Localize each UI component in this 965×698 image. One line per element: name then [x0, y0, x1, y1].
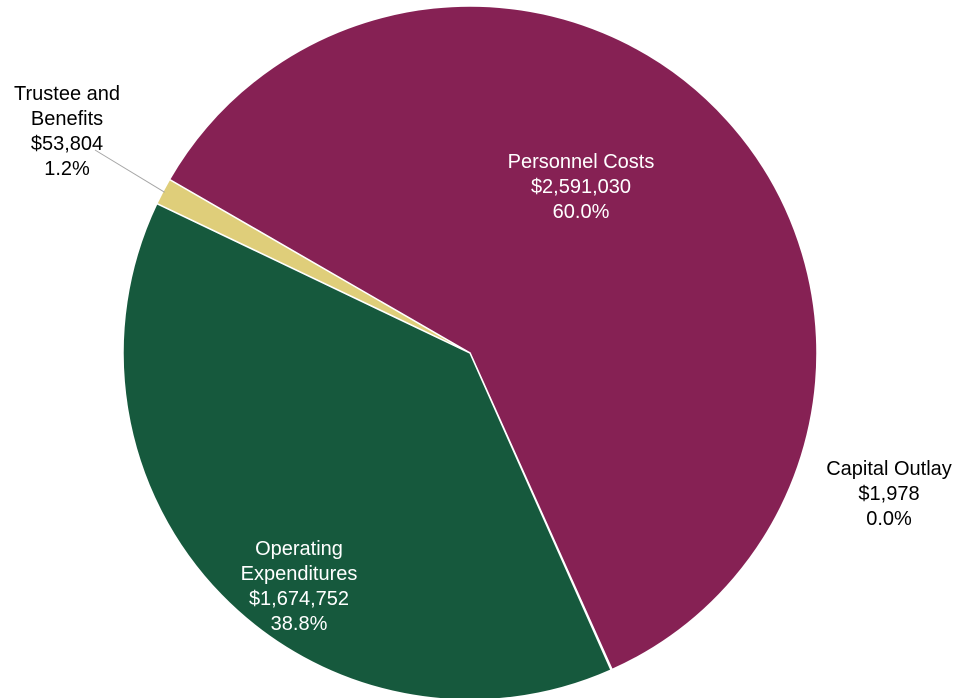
- data-label-personnel-costs: Personnel Costs $2,591,030 60.0%: [508, 151, 655, 223]
- leader-line-trustee-and-benefits: [94, 149, 165, 193]
- slice-labels: Personnel Costs $2,591,030 60.0% Capital Ou…: [14, 83, 952, 635]
- leader-lines: [94, 149, 165, 193]
- data-label-capital-outlay: Capital Outlay $1,978 0.0%: [826, 458, 952, 530]
- pie-slice-operating-expenditures: [122, 202, 613, 698]
- pie-slices: [122, 5, 818, 698]
- data-label-operating-expenditures: Operating Expenditures $1,674,752 38.8%: [241, 538, 358, 635]
- data-label-trustee-and-benefits: Trustee and Benefits $53,804 1.2%: [14, 83, 120, 180]
- pie-slice-personnel-costs: [168, 5, 818, 671]
